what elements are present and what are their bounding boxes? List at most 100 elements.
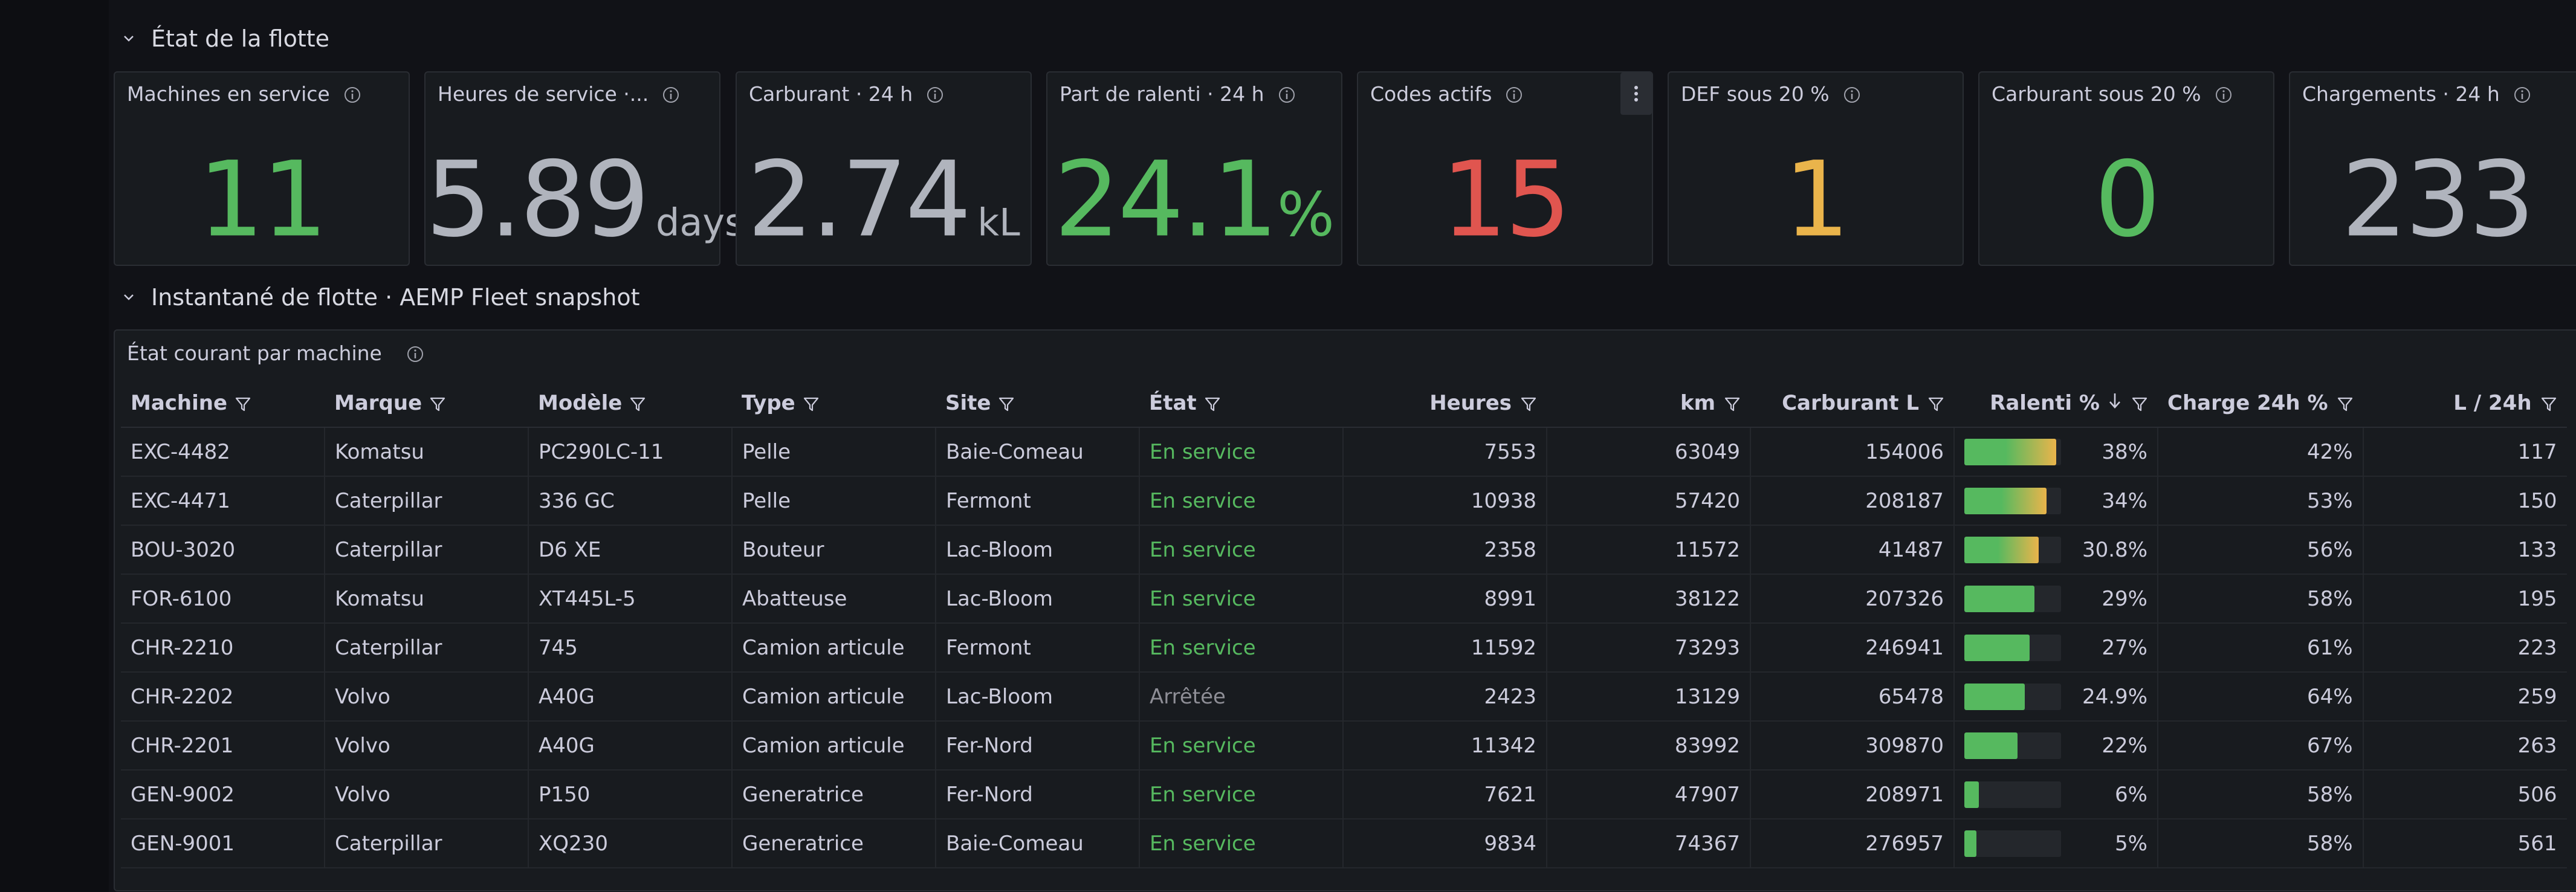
- row-header-etat[interactable]: État de la flotte: [120, 25, 329, 52]
- filter-icon[interactable]: [1723, 394, 1741, 412]
- column-header[interactable]: Modèle: [528, 379, 732, 428]
- stat-title: Heures de service ·...: [438, 82, 680, 106]
- cell-type: Bouteur: [732, 525, 936, 575]
- column-header-label: Type: [742, 390, 795, 415]
- cell-etat: En service: [1139, 770, 1344, 819]
- column-header[interactable]: Ralenti %: [1954, 379, 2158, 428]
- stat-panel[interactable]: Heures de service ·... 5.89 days: [424, 71, 744, 266]
- cell-type: Generatrice: [732, 770, 936, 819]
- sort-desc-icon[interactable]: [2107, 391, 2123, 415]
- table-row[interactable]: FOR-6100 Komatsu XT445L-5 Abatteuse Lac-Bloo…: [121, 574, 2567, 624]
- filter-icon[interactable]: [2130, 394, 2148, 412]
- cell-km: 38122: [1547, 574, 1751, 624]
- table-row[interactable]: EXC-4471 Caterpillar 336 GC Pelle Fermont En …: [121, 476, 2567, 526]
- table-row[interactable]: CHR-2202 Volvo A40G Camion articule Lac-Bloo…: [121, 672, 2567, 722]
- column-header-label: L / 24h: [2453, 390, 2532, 415]
- table-row[interactable]: GEN-9002 Volvo P150 Generatrice Fer-Nord En s…: [121, 770, 2567, 819]
- table-row[interactable]: CHR-2201 Volvo A40G Camion articule Fer-Nord…: [121, 721, 2567, 771]
- cell-etat: En service: [1139, 525, 1344, 575]
- stat-number: 5.89: [426, 138, 650, 260]
- info-icon[interactable]: [2215, 85, 2233, 103]
- cell-type: Camion articule: [732, 721, 936, 771]
- cell-km: 73293: [1547, 623, 1751, 673]
- column-header-label: Marque: [334, 390, 422, 415]
- table-row[interactable]: BOU-3020 Caterpillar D6 XE Bouteur Lac-Bloom…: [121, 525, 2567, 575]
- filter-icon[interactable]: [1204, 394, 1222, 412]
- cell-machine: CHR-2202: [121, 672, 325, 722]
- column-header-label: Charge 24h %: [2167, 390, 2328, 415]
- row-title: État de la flotte: [151, 25, 330, 52]
- stat-panel[interactable]: Part de ralenti · 24 h 24.1%: [1046, 71, 1342, 266]
- column-header[interactable]: Heures: [1343, 379, 1547, 428]
- filter-icon[interactable]: [629, 394, 647, 412]
- stat-title-text: Machines en service: [127, 82, 330, 106]
- filter-icon[interactable]: [1926, 394, 1944, 412]
- gauge-fill: [1964, 634, 2030, 661]
- filter-icon[interactable]: [803, 394, 821, 412]
- cell-modele: 745: [528, 623, 733, 673]
- cell-site: Lac-Bloom: [936, 525, 1140, 575]
- column-header[interactable]: km: [1547, 379, 1750, 428]
- cell-type: Abatteuse: [732, 574, 936, 624]
- chevron-down-icon[interactable]: [120, 288, 138, 306]
- info-icon[interactable]: [926, 85, 944, 103]
- cell-site: Fer-Nord: [936, 770, 1140, 819]
- column-header[interactable]: Type: [732, 379, 936, 428]
- filter-icon[interactable]: [2539, 394, 2557, 412]
- stat-title-text: Carburant · 24 h: [749, 82, 913, 106]
- kebab-menu-icon[interactable]: [1620, 73, 1652, 115]
- stat-value: 5.89 days: [426, 138, 744, 260]
- cell-heures: 2358: [1343, 525, 1547, 575]
- cell-carburant: 207326: [1750, 574, 1955, 624]
- info-icon[interactable]: [406, 344, 424, 363]
- chevron-down-icon[interactable]: [120, 30, 138, 48]
- stat-value: 15: [1358, 139, 1652, 260]
- stat-panel[interactable]: Machines en service 11: [114, 71, 410, 266]
- column-header[interactable]: État: [1139, 379, 1343, 428]
- stat-panel[interactable]: DEF sous 20 % 1: [1668, 71, 1964, 266]
- filter-icon[interactable]: [998, 394, 1016, 412]
- column-header[interactable]: Carburant L: [1750, 379, 1954, 428]
- cell-marque: Komatsu: [325, 574, 529, 624]
- filter-icon[interactable]: [235, 394, 253, 412]
- table-row[interactable]: CHR-2210 Caterpillar 745 Camion articule Fer…: [121, 623, 2567, 673]
- stat-panel[interactable]: Carburant sous 20 % 0: [1978, 71, 2274, 266]
- cell-carburant: 309870: [1750, 721, 1955, 771]
- filter-icon[interactable]: [1519, 394, 1537, 412]
- column-header[interactable]: Charge 24h %: [2158, 379, 2363, 428]
- filter-icon[interactable]: [2335, 394, 2354, 412]
- stat-number: 233: [2341, 138, 2535, 260]
- info-icon[interactable]: [662, 85, 680, 103]
- row-header-snapshot[interactable]: Instantané de flotte · AEMP Fleet snapsh…: [120, 284, 640, 311]
- cell-site: Fermont: [936, 623, 1140, 673]
- column-header[interactable]: Site: [936, 379, 1139, 428]
- stat-unit: %: [1277, 179, 1335, 250]
- stat-number: 24.1: [1054, 138, 1278, 260]
- stat-panel[interactable]: Chargements · 24 h 233: [2289, 71, 2576, 266]
- cell-machine: GEN-9002: [121, 770, 325, 819]
- stat-panel[interactable]: Carburant · 24 h 2.74 kL: [736, 71, 1032, 266]
- cell-l24: 133: [2363, 525, 2567, 575]
- column-header[interactable]: Machine: [121, 379, 325, 428]
- table-row[interactable]: GEN-9001 Caterpillar XQ230 Generatrice Baie-…: [121, 819, 2567, 868]
- info-icon[interactable]: [1505, 85, 1523, 103]
- info-icon[interactable]: [1843, 85, 1861, 103]
- gauge-track: [1964, 438, 2061, 465]
- cell-carburant: 154006: [1750, 427, 1955, 477]
- column-header[interactable]: L / 24h: [2363, 379, 2567, 428]
- stat-number: 2.74: [747, 138, 971, 260]
- stat-value: 2.74 kL: [737, 139, 1031, 260]
- stat-number: 11: [198, 138, 328, 260]
- info-icon[interactable]: [343, 85, 361, 103]
- cell-ralenti-gauge: 6%: [1954, 770, 2158, 819]
- filter-icon[interactable]: [429, 394, 447, 412]
- gauge-fill: [1964, 732, 2018, 759]
- column-header[interactable]: Marque: [325, 379, 528, 428]
- gauge-label: 24.9%: [2082, 684, 2147, 709]
- cell-km: 83992: [1547, 721, 1751, 771]
- info-icon[interactable]: [2513, 85, 2531, 103]
- info-icon[interactable]: [1278, 85, 1296, 103]
- gauge-label: 34%: [2102, 488, 2147, 513]
- table-row[interactable]: EXC-4482 Komatsu PC290LC-11 Pelle Baie-Comea…: [121, 427, 2567, 477]
- stat-panel[interactable]: Codes actifs 15: [1357, 71, 1653, 266]
